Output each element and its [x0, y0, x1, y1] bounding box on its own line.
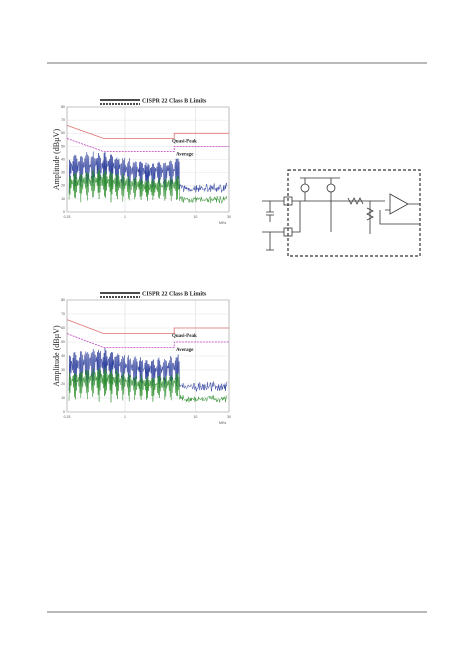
circuit-diagram [262, 169, 421, 257]
y-tick-label: 10 [61, 197, 65, 201]
y-tick-label: 0 [63, 210, 65, 214]
y-tick-label: 60 [61, 131, 65, 135]
x-unit: MHz [219, 421, 226, 425]
y-tick-label: 50 [61, 340, 65, 344]
y-tick-label: 60 [61, 326, 65, 330]
y-tick-label: 50 [61, 144, 65, 148]
emission-trace [68, 347, 228, 392]
y-axis-label: Amplitude (dBµV) [52, 325, 61, 387]
y-tick-label: 80 [61, 298, 65, 302]
x-tick-label: 0.15 [64, 415, 71, 419]
x-tick-label: 0.15 [64, 215, 71, 219]
limit-label: Quasi-Peak [172, 139, 197, 144]
legend-title: CISPR 22 Class B Limits [142, 98, 207, 104]
y-tick-label: 70 [61, 312, 65, 316]
y-tick-label: 70 [61, 118, 65, 122]
limit-line [66, 333, 229, 349]
emission-trace [68, 367, 228, 403]
y-tick-label: 20 [61, 382, 65, 386]
y-tick-label: 30 [61, 171, 65, 175]
y-tick-label: 40 [61, 354, 65, 358]
legend-title: CISPR 22 Class B Limits [142, 291, 207, 297]
y-tick-label: 40 [61, 157, 65, 161]
x-tick-label: 10 [193, 415, 197, 419]
limit-line [66, 319, 229, 335]
y-tick-label: 0 [63, 410, 65, 414]
y-tick-label: 20 [61, 184, 65, 188]
limit-line [66, 138, 229, 153]
y-tick-label: 80 [61, 105, 65, 109]
limit-line [66, 125, 229, 139]
x-unit: MHz [219, 221, 226, 225]
x-tick-label: 1 [124, 215, 126, 219]
y-tick-label: 10 [61, 396, 65, 400]
x-tick-label: 1 [124, 415, 126, 419]
x-tick-label: 30 [227, 215, 231, 219]
limit-label: Average [176, 348, 194, 353]
emission-trace [68, 151, 228, 194]
limit-label: Average [176, 153, 194, 158]
x-tick-label: 10 [193, 215, 197, 219]
emission-trace [68, 169, 228, 204]
x-tick-label: 30 [227, 415, 231, 419]
y-tick-label: 30 [61, 368, 65, 372]
limit-label: Quasi-Peak [172, 334, 197, 339]
y-axis-label: Amplitude (dBµV) [52, 129, 61, 191]
